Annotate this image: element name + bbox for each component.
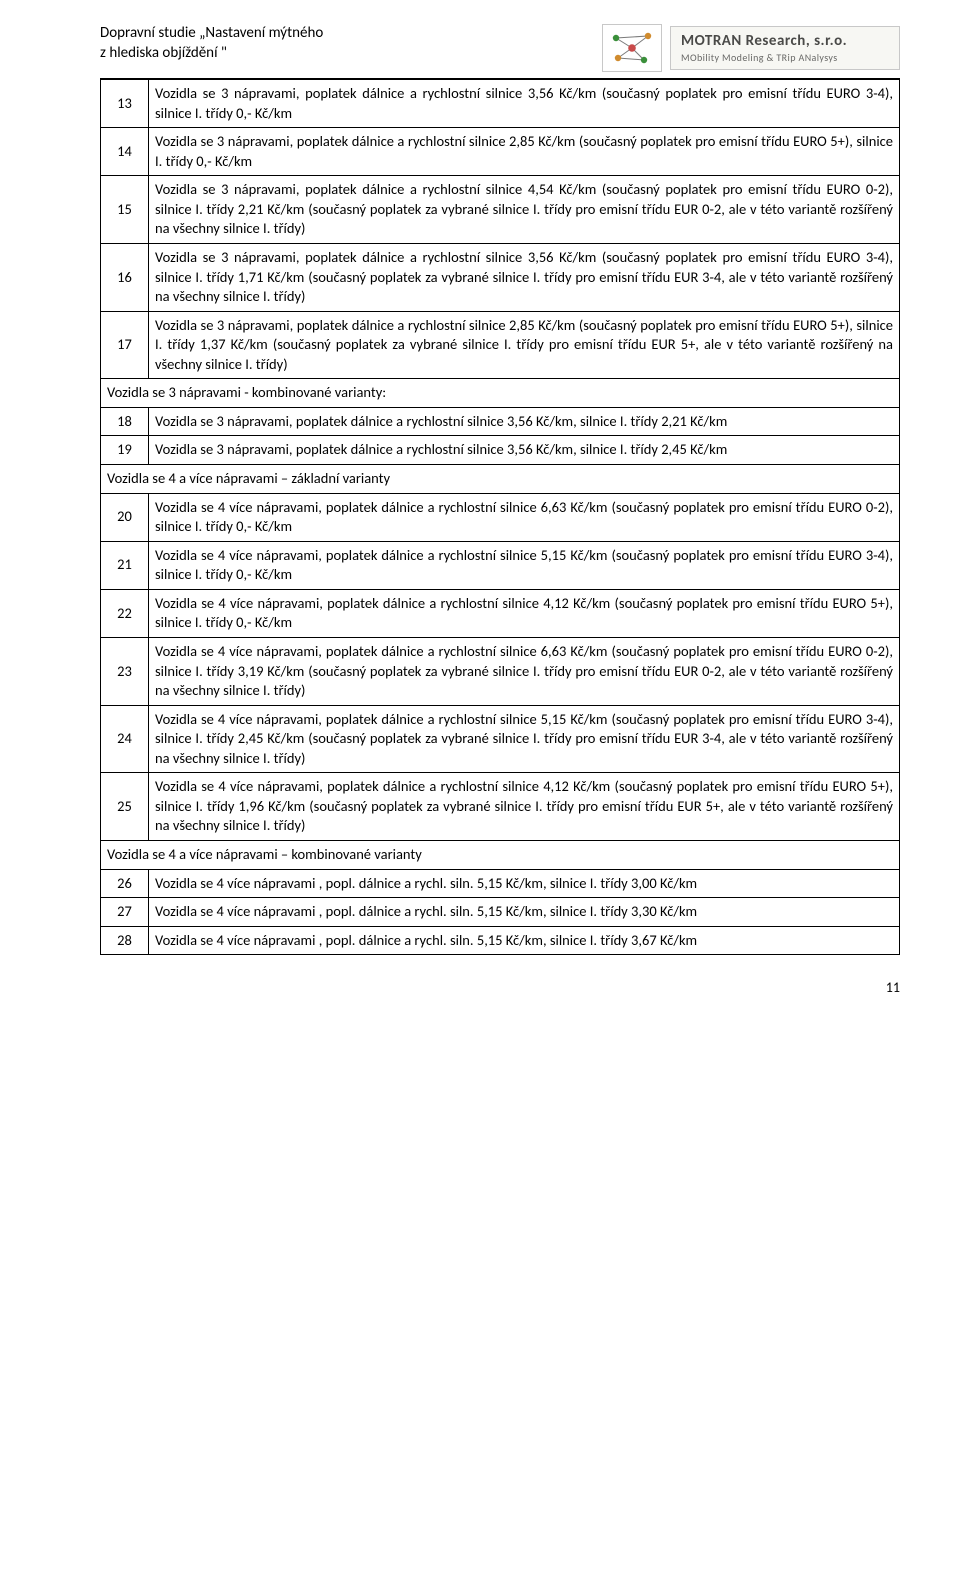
- table-row: 15Vozidla se 3 nápravami, poplatek dálni…: [101, 176, 900, 244]
- row-number: 27: [101, 898, 149, 927]
- section-heading: Vozidla se 4 a více nápravami – základní…: [101, 465, 900, 494]
- row-number: 17: [101, 311, 149, 379]
- row-text: Vozidla se 3 nápravami, poplatek dálnice…: [149, 407, 900, 436]
- row-text: Vozidla se 3 nápravami, poplatek dálnice…: [149, 176, 900, 244]
- row-number: 24: [101, 705, 149, 773]
- row-number: 21: [101, 541, 149, 589]
- row-number: 16: [101, 243, 149, 311]
- table-row: 21Vozidla se 4 více nápravami, poplatek …: [101, 541, 900, 589]
- table-row: 16Vozidla se 3 nápravami, poplatek dálni…: [101, 243, 900, 311]
- page-header: Dopravní studie „Nastavení mýtného z hle…: [100, 24, 900, 72]
- table-row: 28Vozidla se 4 více nápravami , popl. dá…: [101, 926, 900, 955]
- table-row: 24Vozidla se 4 více nápravami, poplatek …: [101, 705, 900, 773]
- row-number: 14: [101, 128, 149, 176]
- table-row: 27Vozidla se 4 více nápravami , popl. dá…: [101, 898, 900, 927]
- row-number: 22: [101, 589, 149, 637]
- row-text: Vozidla se 4 více nápravami , popl. dáln…: [149, 926, 900, 955]
- company-box: MOTRAN Research, s.r.o. MObility Modelin…: [670, 26, 900, 70]
- row-text: Vozidla se 4 více nápravami , popl. dáln…: [149, 898, 900, 927]
- row-number: 26: [101, 869, 149, 898]
- row-text: Vozidla se 4 více nápravami, poplatek dá…: [149, 705, 900, 773]
- table-row: 17Vozidla se 3 nápravami, poplatek dálni…: [101, 311, 900, 379]
- table-row: 23Vozidla se 4 více nápravami, poplatek …: [101, 637, 900, 705]
- table-row: Vozidla se 3 nápravami - kombinované var…: [101, 379, 900, 408]
- row-text: Vozidla se 4 více nápravami , popl. dáln…: [149, 869, 900, 898]
- table-row: 25Vozidla se 4 více nápravami, poplatek …: [101, 773, 900, 841]
- header-right: MOTRAN Research, s.r.o. MObility Modelin…: [602, 24, 900, 72]
- doc-title-line1: Dopravní studie „Nastavení mýtného: [100, 24, 323, 44]
- company-logo: [602, 24, 662, 72]
- row-number: 28: [101, 926, 149, 955]
- row-number: 25: [101, 773, 149, 841]
- company-tagline: MObility Modeling & TRip ANalysys: [681, 51, 889, 65]
- row-text: Vozidla se 3 nápravami, poplatek dálnice…: [149, 80, 900, 128]
- row-text: Vozidla se 4 více nápravami, poplatek dá…: [149, 493, 900, 541]
- table-row: Vozidla se 4 a více nápravami – kombinov…: [101, 841, 900, 870]
- page-number: 11: [100, 979, 900, 998]
- doc-title-line2: z hlediska objíždění ": [100, 44, 323, 64]
- table-row: 20Vozidla se 4 více nápravami, poplatek …: [101, 493, 900, 541]
- row-number: 13: [101, 80, 149, 128]
- row-text: Vozidla se 4 více nápravami, poplatek dá…: [149, 541, 900, 589]
- table-row: 14Vozidla se 3 nápravami, poplatek dálni…: [101, 128, 900, 176]
- variants-table: 13Vozidla se 3 nápravami, poplatek dálni…: [100, 79, 900, 955]
- table-row: 13Vozidla se 3 nápravami, poplatek dálni…: [101, 80, 900, 128]
- table-row: Vozidla se 4 a více nápravami – základní…: [101, 465, 900, 494]
- row-text: Vozidla se 3 nápravami, poplatek dálnice…: [149, 128, 900, 176]
- page: Dopravní studie „Nastavení mýtného z hle…: [0, 0, 960, 1038]
- row-text: Vozidla se 3 nápravami, poplatek dálnice…: [149, 311, 900, 379]
- row-text: Vozidla se 4 více nápravami, poplatek dá…: [149, 773, 900, 841]
- table-row: 22Vozidla se 4 více nápravami, poplatek …: [101, 589, 900, 637]
- section-heading: Vozidla se 4 a více nápravami – kombinov…: [101, 841, 900, 870]
- row-text: Vozidla se 3 nápravami, poplatek dálnice…: [149, 243, 900, 311]
- row-number: 19: [101, 436, 149, 465]
- row-number: 15: [101, 176, 149, 244]
- row-text: Vozidla se 3 nápravami, poplatek dálnice…: [149, 436, 900, 465]
- row-number: 23: [101, 637, 149, 705]
- network-icon: [610, 30, 654, 66]
- row-text: Vozidla se 4 více nápravami, poplatek dá…: [149, 637, 900, 705]
- table-row: 18Vozidla se 3 nápravami, poplatek dálni…: [101, 407, 900, 436]
- row-number: 20: [101, 493, 149, 541]
- company-name: MOTRAN Research, s.r.o.: [681, 31, 889, 51]
- table-row: 26Vozidla se 4 více nápravami , popl. dá…: [101, 869, 900, 898]
- table-row: 19Vozidla se 3 nápravami, poplatek dálni…: [101, 436, 900, 465]
- row-number: 18: [101, 407, 149, 436]
- doc-title: Dopravní studie „Nastavení mýtného z hle…: [100, 24, 323, 63]
- row-text: Vozidla se 4 více nápravami, poplatek dá…: [149, 589, 900, 637]
- section-heading: Vozidla se 3 nápravami - kombinované var…: [101, 379, 900, 408]
